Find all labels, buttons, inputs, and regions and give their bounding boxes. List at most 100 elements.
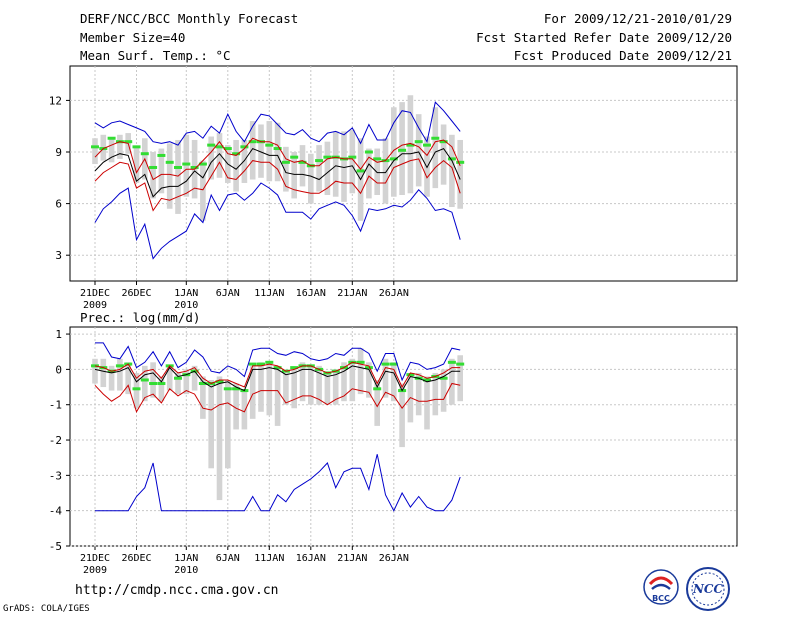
member-range-bar	[283, 372, 289, 405]
member-range-bar	[324, 141, 331, 195]
member-range-bar	[357, 348, 364, 395]
member-range-bar	[175, 139, 181, 214]
member-range-bar	[349, 129, 356, 194]
x-tick-label: 21DEC	[80, 288, 110, 299]
member-range-bar	[150, 362, 156, 398]
member-range-bar	[142, 365, 148, 402]
member-range-bar	[216, 133, 223, 178]
member-range-bar	[366, 148, 372, 199]
x-tick-label: 6JAN	[216, 288, 240, 299]
series-line-upper	[94, 137, 461, 181]
member-range-bar	[432, 372, 439, 416]
x-tick-label: 26DEC	[121, 288, 151, 299]
chart-title: DERF/NCC/BCC Monthly Forecast	[80, 11, 299, 26]
member-range-bar	[117, 134, 123, 159]
member-range-bar	[299, 362, 306, 402]
member-range-bar	[449, 358, 455, 405]
series-line-min	[95, 454, 461, 512]
variable-label-temperature: Mean Surf. Temp.: °C	[80, 48, 231, 63]
bcc-logo-text: BCC	[652, 594, 670, 603]
member-range-bar	[274, 122, 281, 182]
member-range-bar	[382, 138, 389, 204]
member-range-bar	[457, 139, 463, 209]
member-range-bar	[308, 365, 314, 405]
member-range-bar	[266, 362, 273, 416]
member-range-bar	[424, 376, 430, 430]
ncc-logo-text: NCC	[692, 582, 724, 596]
member-range-bar	[216, 376, 223, 501]
member-range-bar	[266, 121, 273, 182]
series-line-mean	[94, 365, 461, 392]
y-tick-label: 6	[55, 198, 62, 211]
member-range-bar	[158, 376, 165, 402]
member-range-bar	[183, 369, 190, 395]
member-range-bar	[166, 143, 173, 209]
x-tick-label: 21JAN	[337, 553, 367, 564]
member-range-bar	[366, 362, 372, 398]
x-tick-label: 21JAN	[337, 288, 367, 299]
x-tick-label: 1JAN	[174, 553, 198, 564]
ncc-logo: NCC	[686, 567, 730, 611]
member-range-bar	[299, 145, 306, 187]
member-range-bar	[391, 107, 397, 197]
y-tick-label: -4	[49, 505, 63, 518]
member-range-bar	[241, 139, 248, 183]
member-range-bar	[316, 365, 322, 405]
grads-credit: GrADS: COLA/IGES	[3, 604, 90, 614]
x-tick-sublabel: 2010	[174, 565, 198, 576]
member-range-bar	[391, 362, 397, 402]
member-range-bar	[108, 138, 115, 163]
member-range-bar	[249, 121, 256, 180]
x-tick-label: 11JAN	[254, 553, 284, 564]
member-range-bar	[100, 358, 107, 388]
x-tick-label: 26JAN	[379, 288, 409, 299]
member-range-bar	[316, 145, 322, 192]
website-url[interactable]: http://cmdp.ncc.cma.gov.cn	[75, 583, 279, 598]
member-range-bar	[150, 152, 156, 199]
x-tick-label: 26JAN	[379, 553, 409, 564]
forecast-started-date: Fcst Started Refer Date 2009/12/20	[476, 30, 732, 45]
member-range-bar	[125, 362, 131, 395]
x-tick-label: 11JAN	[254, 288, 284, 299]
member-range-bar	[133, 372, 140, 409]
member-range-bar	[133, 146, 140, 183]
member-range-bar	[382, 358, 389, 398]
member-range-bar	[92, 358, 98, 384]
member-range-bar	[308, 153, 314, 204]
plot-frame	[69, 65, 738, 282]
series-line-min	[94, 182, 461, 260]
member-range-bar	[208, 136, 214, 180]
bcc-logo: BCC	[643, 569, 679, 605]
member-range-bar	[200, 376, 206, 419]
member-size: Member Size=40	[80, 30, 186, 45]
y-tick-label: 12	[49, 94, 62, 107]
y-tick-label: 9	[55, 146, 62, 159]
member-range-bar	[158, 148, 165, 194]
member-range-bar	[291, 369, 297, 409]
series-line-lower	[94, 158, 461, 212]
member-range-bar	[92, 138, 98, 165]
x-tick-label: 21DEC	[80, 553, 110, 564]
member-range-bar	[208, 379, 214, 469]
member-range-bar	[241, 390, 248, 430]
member-range-bar	[415, 372, 422, 416]
x-tick-label: 16JAN	[296, 553, 326, 564]
x-tick-label: 6JAN	[216, 553, 240, 564]
y-tick-label: -5	[49, 540, 62, 553]
member-range-bar	[274, 365, 281, 426]
series-line-max	[95, 342, 461, 382]
member-range-bar	[233, 383, 239, 430]
x-tick-sublabel: 2009	[83, 300, 107, 311]
member-range-bar	[258, 124, 264, 178]
x-tick-label: 1JAN	[174, 288, 198, 299]
member-range-bar	[258, 362, 264, 412]
member-range-bar	[374, 379, 380, 426]
x-tick-sublabel: 2009	[83, 565, 107, 576]
forecast-produced-date: Fcst Produced Date 2009/12/21	[513, 48, 732, 63]
x-tick-label: 16JAN	[296, 288, 326, 299]
member-range-bar	[166, 365, 173, 391]
x-tick-sublabel: 2010	[174, 300, 198, 311]
member-range-bar	[291, 152, 297, 199]
